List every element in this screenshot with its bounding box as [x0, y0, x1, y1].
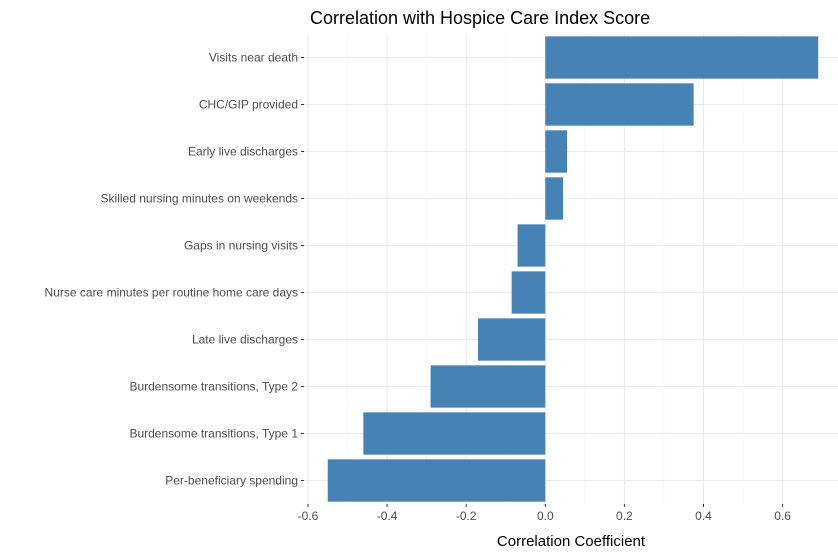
category-label: Gaps in nursing visits: [184, 239, 298, 253]
category-label: Per-beneficiary spending: [165, 474, 298, 488]
bar: [511, 271, 546, 314]
category-label: Visits near death: [209, 51, 298, 65]
bar: [478, 318, 546, 361]
x-axis-ticks: -0.6 -0.4 -0.2 0.0 0.2 0.4 0.6: [298, 504, 791, 523]
bar: [430, 365, 546, 408]
x-tick-label: 0.2: [616, 509, 633, 523]
category-label: Late live discharges: [192, 333, 298, 347]
category-label: Skilled nursing minutes on weekends: [101, 192, 298, 206]
bar: [327, 459, 546, 502]
bar: [545, 130, 568, 173]
category-label: Nurse care minutes per routine home care…: [45, 286, 298, 300]
x-tick-label: 0.4: [695, 509, 712, 523]
bars: [327, 36, 819, 502]
bar: [363, 412, 546, 455]
category-label: Burdensome transitions, Type 1: [129, 427, 298, 441]
category-labels: Visits near death CHC/GIP provided Early l…: [45, 51, 304, 488]
bar: [545, 36, 819, 79]
x-tick-label: -0.4: [377, 509, 398, 523]
bar: [545, 177, 564, 220]
bar: [517, 224, 546, 267]
category-label: CHC/GIP provided: [199, 98, 298, 112]
chart-title: Correlation with Hospice Care Index Scor…: [310, 8, 650, 28]
x-tick-label: -0.2: [456, 509, 477, 523]
category-label: Burdensome transitions, Type 2: [129, 380, 298, 394]
x-tick-label: -0.6: [298, 509, 319, 523]
x-tick-label: 0.6: [774, 509, 791, 523]
category-label: Early live discharges: [188, 145, 298, 159]
x-tick-label: 0.0: [537, 509, 554, 523]
x-axis-title: Correlation Coefficient: [497, 533, 646, 550]
bar: [545, 83, 694, 126]
